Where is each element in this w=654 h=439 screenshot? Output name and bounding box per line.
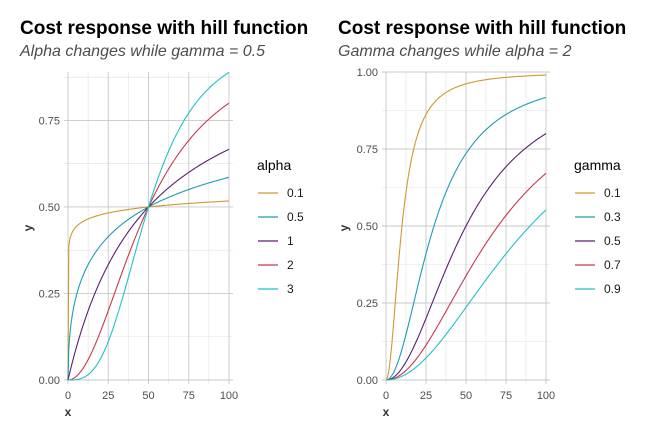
series-line-gamma-0.1: [385, 74, 547, 381]
legend-label: 0.7: [604, 258, 621, 272]
series-line-alpha-3: [68, 71, 230, 381]
y-tick-label: 0.75: [357, 144, 378, 156]
legend-title-alpha: alpha: [257, 157, 291, 173]
y-tick-label: 0.75: [39, 115, 60, 127]
x-tick-label: 25: [420, 390, 432, 402]
y-tick-label: 0.00: [39, 375, 60, 387]
y-tick-label: 0.50: [39, 202, 60, 214]
y-tick-label: 0.50: [357, 221, 378, 233]
legend-label: 0.5: [287, 210, 304, 224]
x-axis-label-alpha: x: [65, 405, 72, 419]
legend-label: 1: [287, 234, 294, 248]
plot-area-alpha: 0 25 50 75 100 0.00 0.25 0.50 0.75: [39, 71, 238, 402]
x-tick-label: 0: [65, 390, 71, 402]
chart-panel-alpha: Cost response with hill function Alpha c…: [19, 18, 308, 419]
legend-label: 0.1: [287, 186, 304, 200]
x-tick-label: 100: [537, 390, 555, 402]
y-tick-label: 1.00: [357, 67, 378, 79]
legend-label: 0.3: [604, 210, 621, 224]
y-axis-label-gamma: y: [337, 224, 351, 231]
x-tick-label: 25: [102, 390, 114, 402]
plot-area-gamma: 0 25 50 75 100 0.00 0.25 0.50 0.75 1.00: [357, 67, 556, 402]
chart-title-gamma: Cost response with hill function: [338, 18, 626, 39]
legend-label: 2: [287, 258, 294, 272]
y-tick-label: 0.25: [39, 288, 60, 300]
legend-label: 0.9: [604, 282, 621, 296]
y-tick-label: 0.00: [357, 375, 378, 387]
x-tick-label: 50: [460, 390, 472, 402]
chart-panel-gamma: Cost response with hill function Gamma c…: [337, 18, 626, 419]
x-tick-label: 100: [220, 390, 238, 402]
x-tick-label: 75: [183, 390, 195, 402]
x-tick-label: 75: [500, 390, 512, 402]
series-line-gamma-0.3: [385, 96, 547, 381]
x-tick-label: 50: [142, 390, 154, 402]
chart-subtitle-gamma: Gamma changes while alpha = 2: [338, 43, 572, 60]
legend-label: 0.1: [604, 186, 621, 200]
legend-gamma: 0.1 0.3 0.5 0.7 0.9: [575, 186, 621, 296]
chart-subtitle-alpha: Alpha changes while gamma = 0.5: [19, 43, 265, 60]
y-tick-label: 0.25: [357, 298, 378, 310]
legend-alpha: 0.1 0.5 1 2 3: [258, 186, 304, 296]
series-line-gamma-0.5: [385, 133, 547, 381]
chart-title-alpha: Cost response with hill function: [20, 18, 308, 39]
y-axis-label-alpha: y: [21, 224, 35, 231]
series-line-gamma-0.9: [385, 209, 547, 381]
legend-label: 0.5: [604, 234, 621, 248]
x-axis-label-gamma: x: [383, 405, 390, 419]
x-tick-label: 0: [383, 390, 389, 402]
legend-title-gamma: gamma: [574, 157, 621, 173]
legend-label: 3: [287, 282, 294, 296]
series-line-gamma-0.7: [385, 172, 547, 381]
